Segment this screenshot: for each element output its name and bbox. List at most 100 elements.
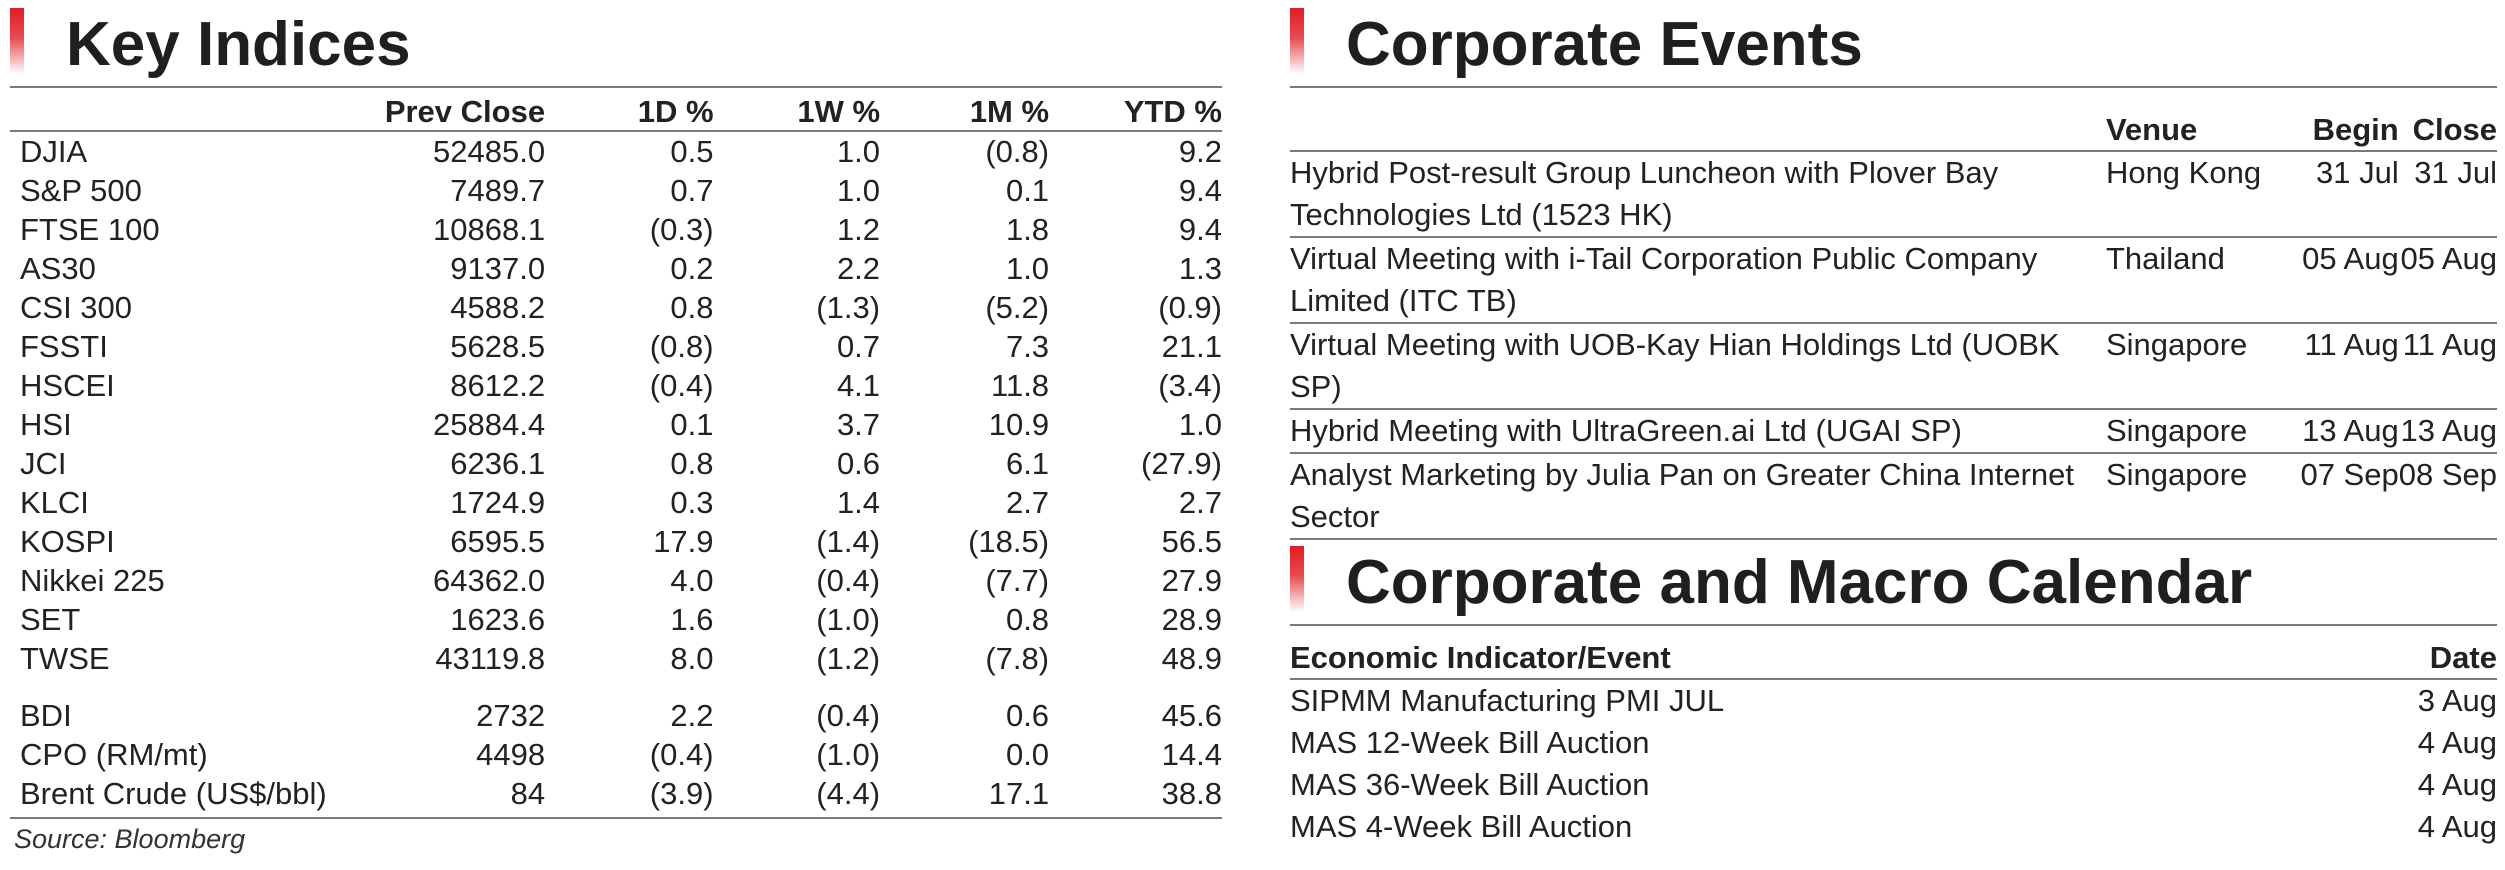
event-name: Virtual Meeting with UOB-Kay Hian Holdin… [1290,327,2060,404]
event-name: Virtual Meeting with i-Tail Corporation … [1290,241,2038,318]
prev-close: 4588.2 [450,290,546,325]
table-row: KLCI 1724.9 0.3 1.4 2.7 2.7 [10,483,1222,522]
key-indices-header: Key Indices [10,0,1222,88]
column-header-1w: 1W % [797,94,881,129]
calendar-event: MAS 4-Week Bill Auction [1290,809,1633,844]
change-ytd: 1.3 [1178,251,1222,286]
index-name: DJIA [20,134,88,169]
calendar-table-body: SIPMM Manufacturing PMI JUL 3 Aug MAS 12-W… [1290,679,2497,848]
index-name: KOSPI [20,524,115,559]
change-1d: (0.8) [649,329,714,364]
change-1w: (1.0) [816,737,881,772]
change-ytd: 28.9 [1161,602,1222,637]
index-name: CPO (RM/mt) [20,737,208,772]
table-row: AS30 9137.0 0.2 2.2 1.0 1.3 [10,249,1222,288]
index-name: Brent Crude (US$/bbl) [20,776,327,811]
change-ytd: 48.9 [1161,641,1222,676]
change-1m: 1.8 [1005,212,1050,247]
prev-close: 5628.5 [450,329,546,364]
event-begin: 05 Aug [2302,241,2399,276]
calendar-date: 3 Aug [2417,683,2497,718]
table-header-row: Venue Begin Close [1290,88,2497,151]
column-header-venue: Venue [2105,112,2198,147]
event-row: Virtual Meeting with i-Tail Corporation … [1290,237,2497,323]
prev-close: 6236.1 [450,446,546,481]
table-row: JCI 6236.1 0.8 0.6 6.1 (27.9) [10,444,1222,483]
change-1w: (0.4) [816,563,881,598]
change-1d: 0.2 [670,251,714,286]
prev-close: 9137.0 [450,251,546,286]
column-header-begin: Begin [2312,112,2399,147]
index-name: S&P 500 [20,173,142,208]
event-venue: Singapore [2105,457,2248,492]
change-1m: 17.1 [988,776,1050,811]
change-1d: 0.7 [670,173,714,208]
key-indices-section: Key Indices Prev Close 1D % 1W % 1M % YT… [10,0,1222,859]
index-name: HSI [20,407,72,442]
change-1w: (1.2) [816,641,881,676]
prev-close: 52485.0 [433,134,546,169]
change-1d: (0.3) [649,212,714,247]
table-row: FTSE 100 10868.1 (0.3) 1.2 1.8 9.4 [10,210,1222,249]
index-name: HSCEI [20,368,115,403]
column-header-1m: 1M % [969,94,1050,129]
event-row: Analyst Marketing by Julia Pan on Greate… [1290,453,2497,539]
event-close: 13 Aug [2400,413,2497,448]
change-ytd: 1.0 [1178,407,1222,442]
change-1m: 10.9 [988,407,1050,442]
change-1w: (1.4) [816,524,881,559]
prev-close: 64362.0 [433,563,546,598]
change-ytd: 21.1 [1161,329,1222,364]
change-1w: 3.7 [836,407,881,442]
change-1d: (0.4) [649,737,714,772]
event-begin: 31 Jul [2315,155,2399,190]
change-ytd: 9.2 [1178,134,1222,169]
change-1m: (0.8) [985,134,1050,169]
event-row: Hybrid Meeting with UltraGreen.ai Ltd (U… [1290,409,2497,453]
change-1w: 0.6 [836,446,881,481]
prev-close: 7489.7 [450,173,546,208]
change-1d: 0.3 [670,485,714,520]
prev-close: 25884.4 [433,407,546,442]
change-ytd: 56.5 [1161,524,1222,559]
change-1m: 0.0 [1005,737,1050,772]
index-name: KLCI [20,485,89,520]
event-close: 31 Jul [2414,155,2497,190]
event-venue: Singapore [2105,327,2248,362]
commodity-row: BDI 2732 2.2 (0.4) 0.6 45.6 [10,678,1222,735]
change-1d: (0.4) [649,368,714,403]
column-header-prev-close: Prev Close [384,94,546,129]
index-name: Nikkei 225 [20,563,165,598]
change-ytd: 2.7 [1178,485,1222,520]
change-1w: (1.0) [816,602,881,637]
calendar-section: Corporate and Macro Calendar Economic In… [1290,538,2497,848]
index-name: FSSTI [20,329,108,364]
column-header-event [1290,88,2092,151]
column-header-indicator: Economic Indicator/Event [1290,638,2311,680]
calendar-event: MAS 36-Week Bill Auction [1290,767,1650,802]
change-1m: (18.5) [968,524,1050,559]
table-row: S&P 500 7489.7 0.7 1.0 0.1 9.4 [10,171,1222,210]
events-table-body: Hybrid Post-result Group Luncheon with P… [1290,151,2497,539]
change-1m: (7.7) [985,563,1050,598]
calendar-row: MAS 36-Week Bill Auction 4 Aug [1290,764,2497,806]
change-ytd: (3.4) [1158,368,1222,403]
change-1m: 6.1 [1005,446,1050,481]
prev-close: 1623.6 [450,602,546,637]
calendar-row: MAS 12-Week Bill Auction 4 Aug [1290,722,2497,764]
change-1w: 2.2 [836,251,881,286]
index-name: AS30 [20,251,96,286]
calendar-table: Economic Indicator/Event Date SIPMM Manu… [1290,638,2497,848]
calendar-title: Corporate and Macro Calendar [1346,548,2253,617]
column-header-close: Close [2412,112,2497,147]
change-1m: 11.8 [991,368,1050,403]
event-name: Hybrid Meeting with UltraGreen.ai Ltd (U… [1290,413,1962,448]
change-1m: (5.2) [985,290,1050,325]
table-row: FSSTI 5628.5 (0.8) 0.7 7.3 21.1 [10,327,1222,366]
corporate-events-table: Venue Begin Close Hybrid Post-result Gro… [1290,88,2497,540]
change-1m: 2.7 [1005,485,1050,520]
calendar-header: Corporate and Macro Calendar [1290,538,2497,626]
calendar-date: 4 Aug [2417,767,2497,802]
event-begin: 11 Aug [2304,327,2399,362]
event-venue: Thailand [2105,241,2225,276]
